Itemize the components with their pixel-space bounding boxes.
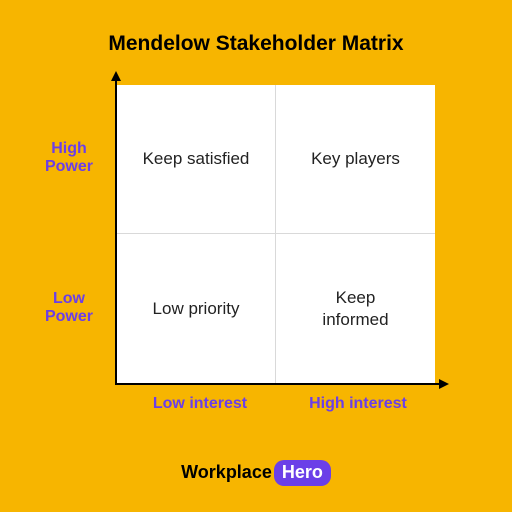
quadrant-grid: Keep satisfied Key players Low priority … [117,85,435,383]
brand-word2: Hero [282,462,323,482]
canvas: Mendelow Stakeholder Matrix High Power L… [0,0,512,512]
y-axis-label-low-power: Low Power [34,290,104,327]
x-axis-label-text: High interest [309,395,407,412]
matrix-chart: Keep satisfied Key players Low priority … [115,85,435,385]
page-title: Mendelow Stakeholder Matrix [0,32,512,56]
quadrant-label: Low priority [153,298,240,319]
y-axis-label-high-power: High Power [34,140,104,177]
x-axis-label-low-interest: Low interest [125,395,275,413]
brand-word1: Workplace [181,462,272,482]
x-axis [115,383,447,385]
quadrant-top-left: Keep satisfied [117,85,276,234]
x-axis-label-high-interest: High interest [283,395,433,413]
quadrant-top-right: Key players [276,85,435,234]
quadrant-label: Key players [311,148,400,169]
x-axis-arrow-icon [439,379,449,389]
quadrant-label: Keep informed [301,287,411,330]
y-axis-arrow-icon [111,71,121,81]
brand-word2-pill: Hero [274,460,331,486]
y-axis-label-text: High Power [45,140,93,175]
quadrant-bottom-right: Keep informed [276,234,435,383]
quadrant-label: Keep satisfied [143,148,250,169]
x-axis-label-text: Low interest [153,395,247,412]
y-axis-label-text: Low Power [45,290,93,325]
quadrant-bottom-left: Low priority [117,234,276,383]
brand-logo: Workplace Hero [0,460,512,486]
